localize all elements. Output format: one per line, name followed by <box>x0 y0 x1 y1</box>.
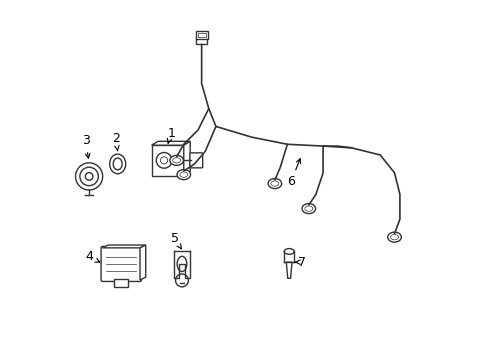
Ellipse shape <box>304 206 312 211</box>
Ellipse shape <box>284 249 294 254</box>
Polygon shape <box>285 262 291 278</box>
Ellipse shape <box>302 203 315 213</box>
Circle shape <box>85 173 93 180</box>
Ellipse shape <box>177 170 190 180</box>
Bar <box>114 279 128 287</box>
Polygon shape <box>183 141 190 176</box>
Text: 6: 6 <box>286 159 300 188</box>
FancyBboxPatch shape <box>101 247 141 282</box>
Text: 3: 3 <box>81 134 90 158</box>
Ellipse shape <box>177 256 186 271</box>
Bar <box>196 38 206 44</box>
Text: 2: 2 <box>112 132 120 151</box>
Circle shape <box>80 167 98 186</box>
Ellipse shape <box>270 181 278 186</box>
Bar <box>198 33 205 37</box>
Circle shape <box>175 274 188 287</box>
FancyBboxPatch shape <box>189 153 203 168</box>
Text: 7: 7 <box>294 256 305 269</box>
Circle shape <box>156 153 172 168</box>
Polygon shape <box>102 245 145 248</box>
Ellipse shape <box>180 172 187 177</box>
Ellipse shape <box>109 154 125 174</box>
Text: 5: 5 <box>170 233 181 249</box>
Bar <box>196 31 207 39</box>
Ellipse shape <box>169 156 183 165</box>
Ellipse shape <box>390 234 398 240</box>
Polygon shape <box>151 145 183 176</box>
Text: 4: 4 <box>85 250 100 263</box>
Ellipse shape <box>113 158 122 170</box>
Text: 1: 1 <box>167 127 175 143</box>
Ellipse shape <box>267 179 281 189</box>
Circle shape <box>75 163 102 190</box>
Polygon shape <box>151 141 190 145</box>
Polygon shape <box>140 245 145 280</box>
Circle shape <box>160 157 167 164</box>
Ellipse shape <box>387 232 401 242</box>
Ellipse shape <box>172 158 180 163</box>
